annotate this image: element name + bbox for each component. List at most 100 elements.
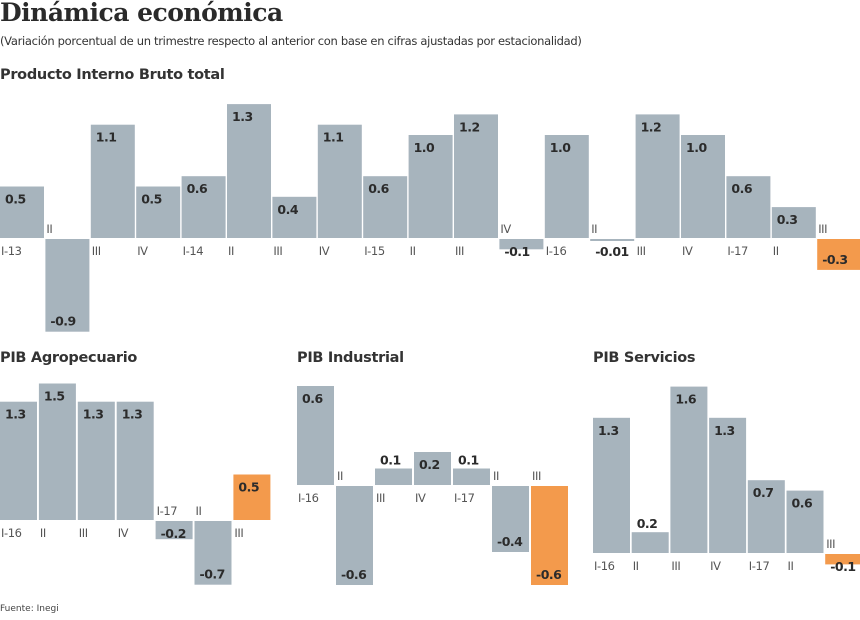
category-label: IV: [118, 526, 129, 540]
page-subtitle: (Variación porcentual de un trimestre re…: [0, 34, 582, 48]
category-label: III: [818, 222, 827, 236]
bar: [45, 239, 90, 332]
bar-group: 0.6 I-16: [297, 386, 334, 505]
category-label: II: [773, 244, 779, 258]
bar: [531, 486, 568, 585]
category-label: IV: [682, 244, 693, 258]
bar-group: 1.1 IV: [317, 124, 362, 258]
category-label: I-16: [1, 526, 22, 540]
category-label: II: [493, 469, 499, 483]
category-label: II: [591, 222, 597, 236]
bar-group: -0.1 III: [825, 537, 860, 574]
data-label: 1.5: [44, 389, 65, 404]
data-label: 0.7: [753, 485, 774, 500]
bar: [297, 386, 334, 485]
data-label: 1.1: [323, 130, 344, 145]
bar: [771, 207, 816, 238]
data-label: 0.6: [368, 181, 389, 196]
data-label: 1.1: [96, 130, 117, 145]
category-label: IV: [415, 491, 426, 505]
bar: [825, 554, 860, 565]
bar: [817, 239, 860, 270]
data-label: 0.3: [777, 212, 798, 227]
bar-group: 1.0 II: [408, 135, 453, 258]
bar: [590, 239, 635, 241]
bar-group: 1.3 III: [77, 401, 115, 540]
bar-group: -0.6 II: [336, 469, 373, 585]
category-label: I-17: [749, 559, 770, 573]
category-label: IV: [500, 222, 511, 236]
bar-group: 1.2 III: [635, 114, 680, 258]
data-label: 1.2: [641, 119, 662, 134]
data-label: 0.5: [5, 192, 26, 207]
data-label: 1.3: [5, 407, 26, 422]
bar-group: 0.2 IV: [414, 452, 451, 505]
bar: [454, 114, 498, 238]
data-label: -0.6: [536, 567, 562, 582]
bar: [272, 196, 317, 238]
category-label: IV: [319, 244, 330, 258]
bar-group: -0.4 II: [492, 469, 529, 552]
bar-group: 1.1 III: [90, 124, 135, 258]
bar: [786, 490, 824, 553]
data-label: 0.1: [380, 453, 401, 468]
data-label: 1.0: [550, 140, 571, 155]
page-title: Dinámica económica: [0, 0, 283, 27]
bar: [136, 186, 181, 238]
bar-group: -0.6 III: [531, 469, 568, 585]
category-label: III: [826, 537, 835, 551]
chart-title-pib-servicios: PIB Servicios: [593, 350, 696, 366]
category-label: I-17: [157, 504, 178, 518]
category-label: III: [79, 526, 88, 540]
data-label: -0.4: [497, 534, 523, 549]
category-label: III: [234, 526, 243, 540]
source-note: Fuente: Inegi: [0, 604, 59, 614]
bar: [635, 114, 680, 238]
bar-group: 0.6 I-14: [181, 176, 226, 258]
data-label: 1.3: [714, 423, 735, 438]
bar-group: 0.1 I-17: [453, 453, 490, 505]
data-label: 0.6: [731, 181, 752, 196]
bar-group: 0.6 II: [786, 490, 824, 573]
bar: [499, 239, 544, 250]
category-label: I-13: [1, 244, 22, 258]
category-label: III: [637, 244, 646, 258]
category-label: I-16: [594, 559, 615, 573]
category-label: I-15: [364, 244, 385, 258]
bar-group: 0.3 II: [771, 207, 816, 258]
bar: [453, 468, 490, 485]
bar: [681, 135, 725, 238]
bar: [363, 176, 408, 238]
category-label: IV: [137, 244, 148, 258]
bar: [408, 135, 453, 238]
category-label: IV: [710, 559, 721, 573]
category-label: II: [228, 244, 234, 258]
bar: [116, 401, 154, 520]
category-label: II: [788, 559, 794, 573]
category-label: III: [376, 491, 385, 505]
chart-title-pib-agropecuario: PIB Agropecuario: [0, 350, 138, 366]
bar-group: 1.3 I-16: [593, 417, 630, 573]
data-label: 0.6: [302, 391, 323, 406]
bar-group: 1.5 II: [38, 383, 76, 540]
bar-group: 1.3 II: [227, 104, 271, 258]
bar-group: 0.5 I-13: [0, 186, 44, 258]
data-label: -0.7: [200, 567, 225, 582]
bar-group: 1.3 I-16: [0, 401, 37, 540]
data-label: -0.1: [830, 559, 855, 574]
data-label: -0.1: [504, 244, 529, 259]
bar: [336, 486, 373, 585]
data-label: 0.1: [458, 453, 479, 468]
bar: [77, 401, 115, 520]
data-label: 1.0: [686, 140, 707, 155]
data-label: 1.3: [122, 407, 143, 422]
bar: [414, 452, 451, 485]
bar: [670, 386, 708, 553]
data-label: 1.3: [83, 407, 104, 422]
data-label: 1.3: [598, 423, 619, 438]
data-label: 0.6: [792, 496, 813, 511]
bar: [90, 124, 135, 238]
category-label: I-17: [727, 244, 748, 258]
